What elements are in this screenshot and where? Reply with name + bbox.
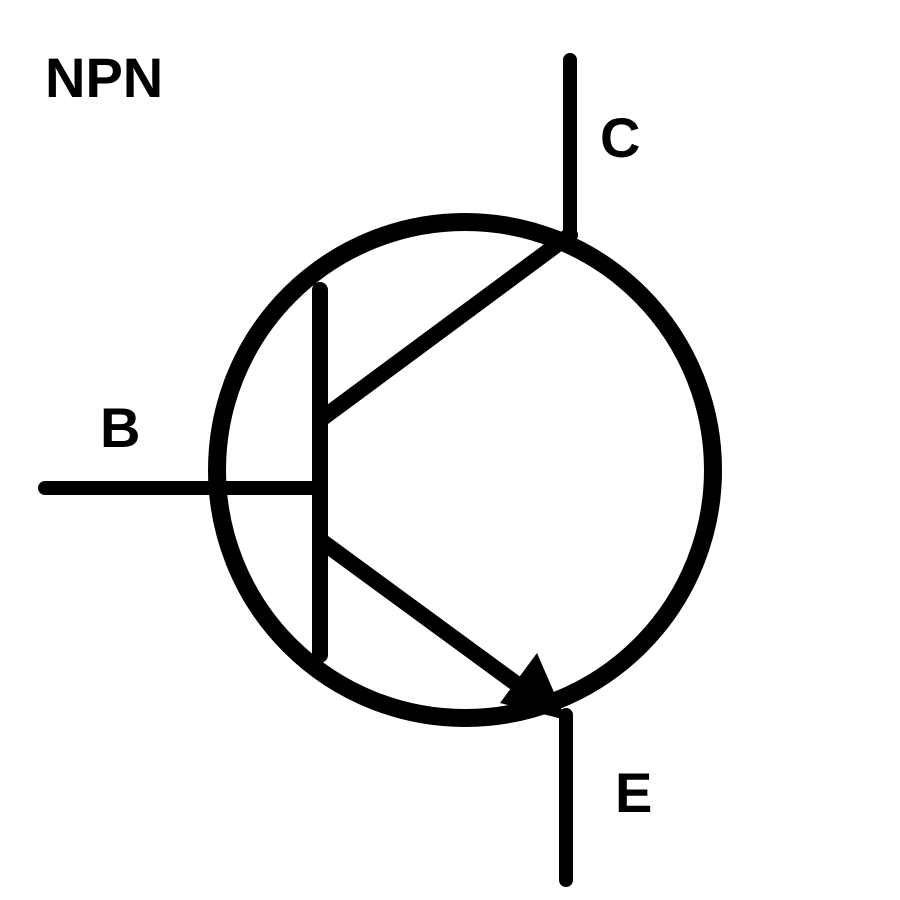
transistor-drawing (45, 60, 713, 880)
base-label: B (100, 395, 140, 460)
collector-label: C (600, 105, 640, 170)
collector-line (320, 235, 570, 420)
emitter-label: E (615, 760, 652, 825)
diagram-title: NPN (45, 45, 163, 110)
